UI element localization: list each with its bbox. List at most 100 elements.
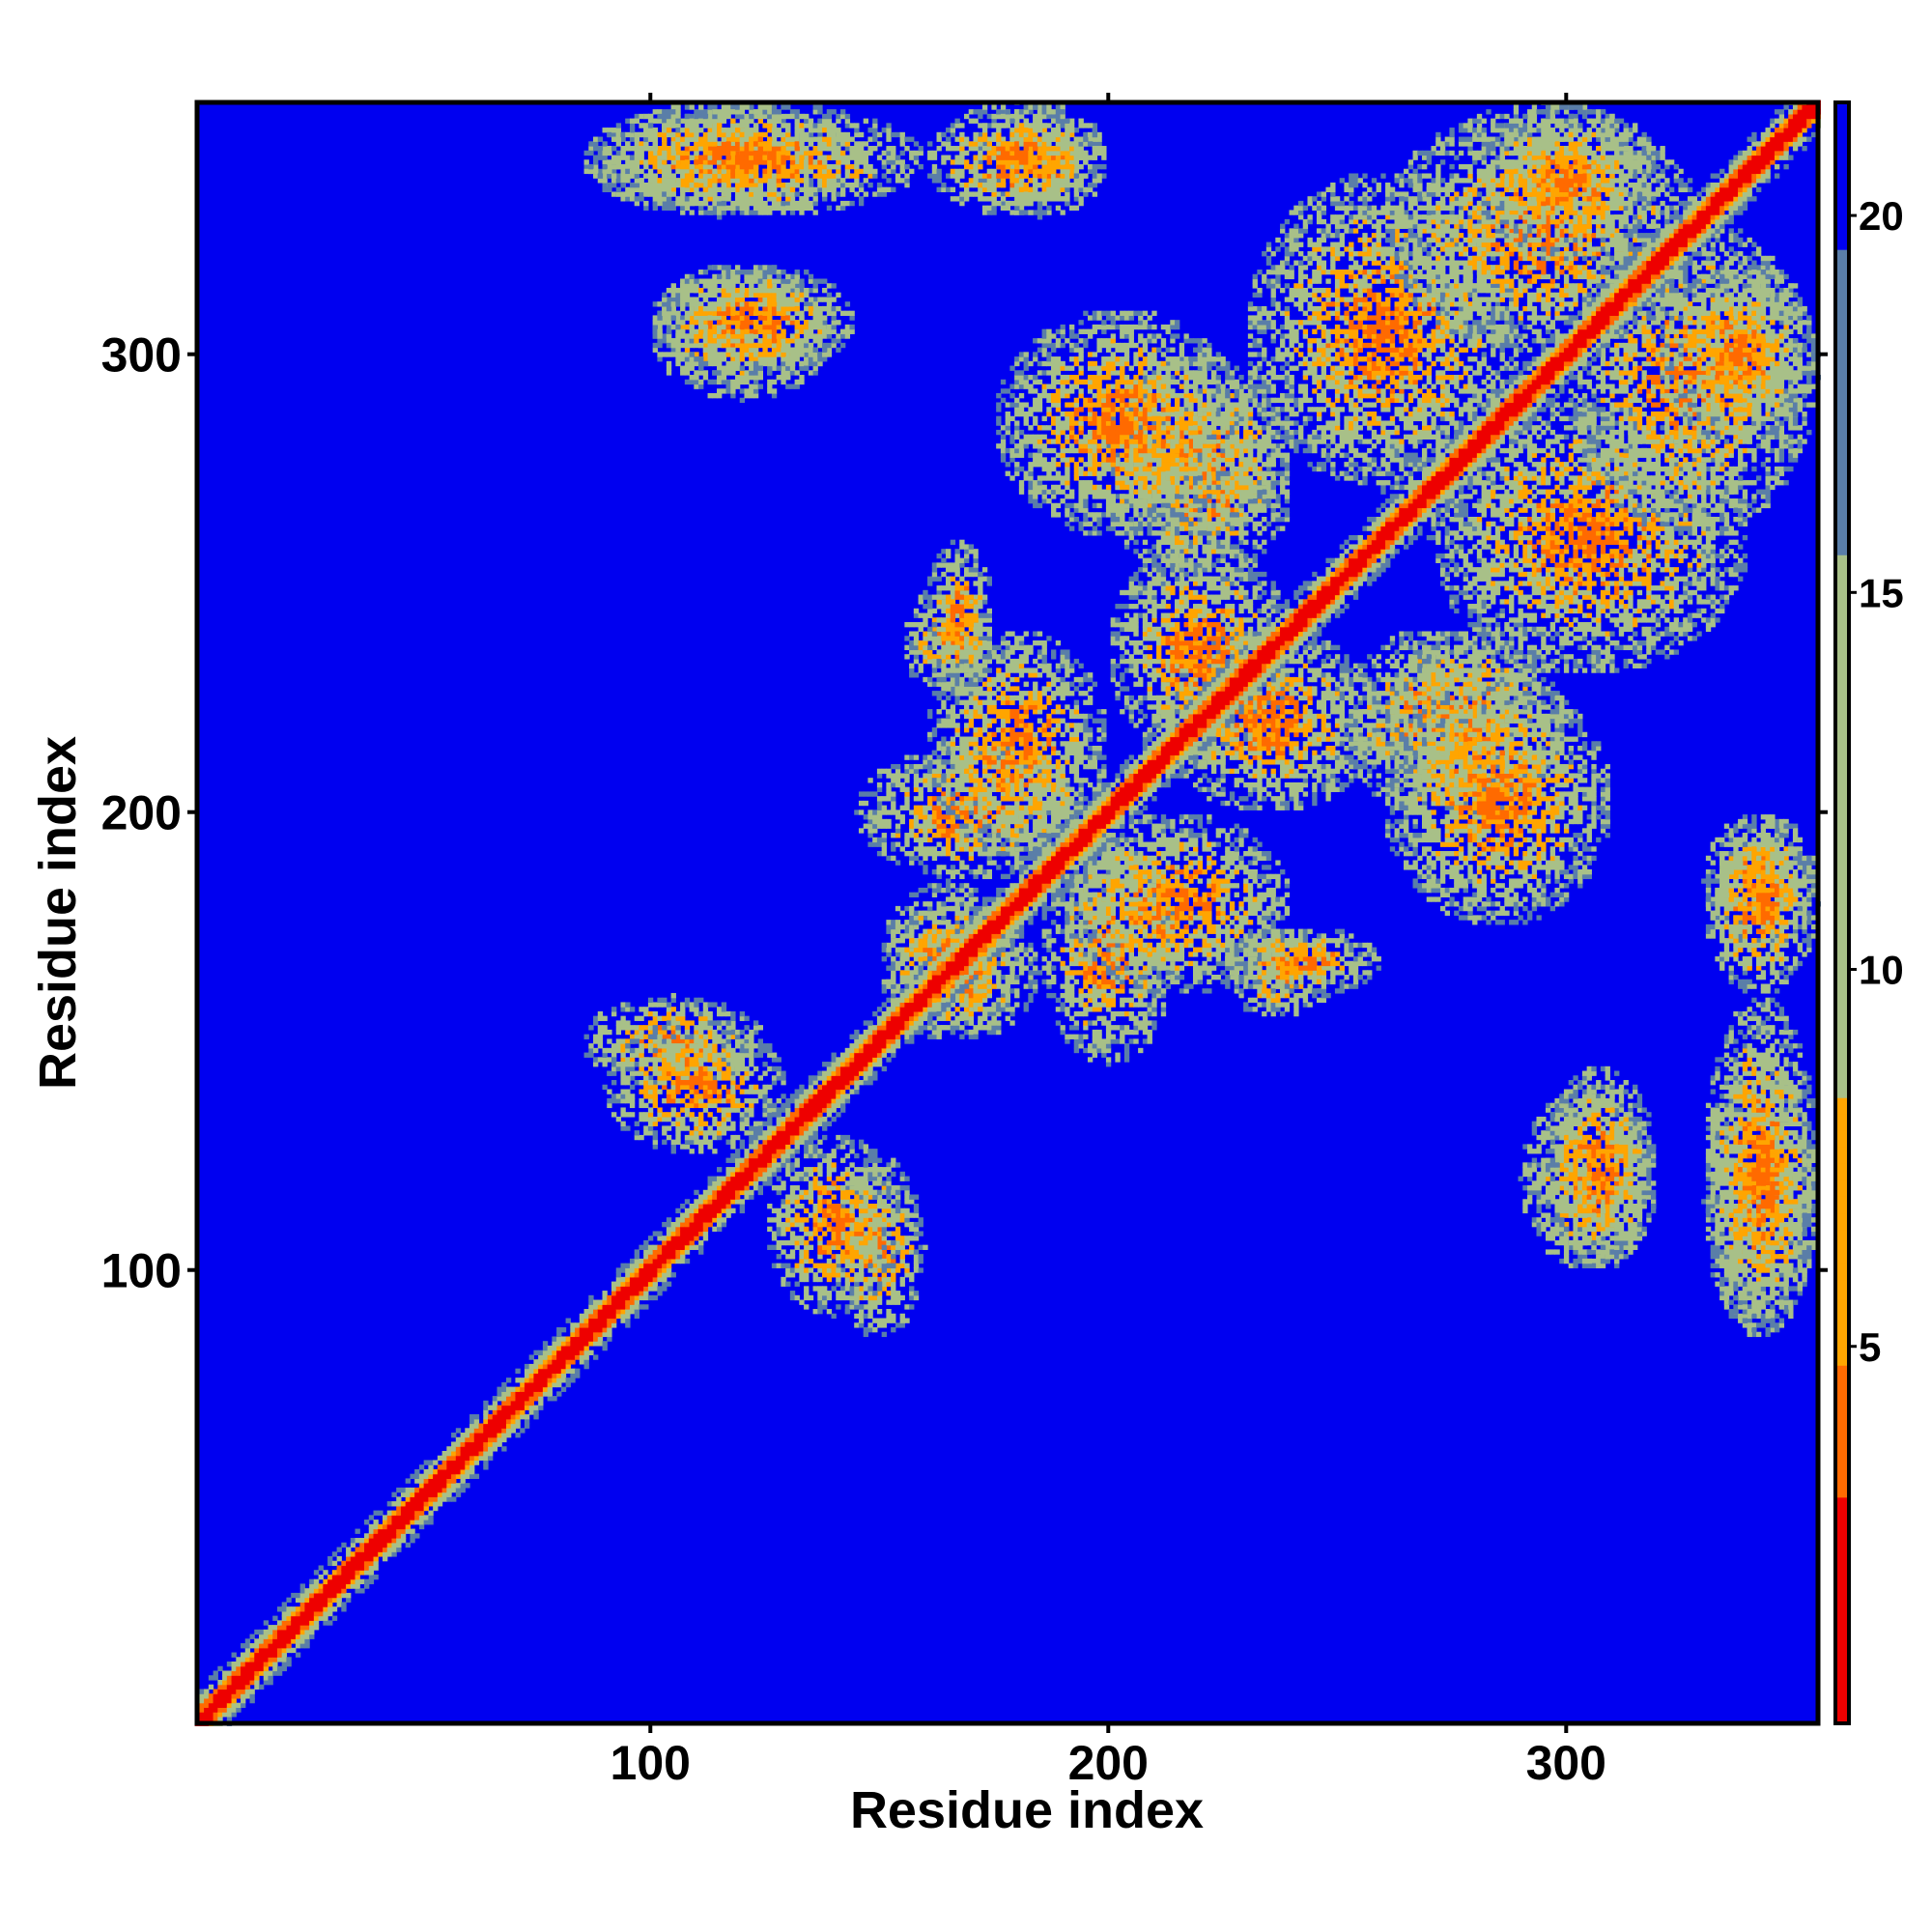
contact-cell [781,1199,786,1205]
contact-cell [895,833,901,838]
contact-cell [597,1057,604,1063]
contact-cell [652,1084,658,1091]
contact-cell [950,823,956,829]
contact-cell [836,1204,841,1209]
contact-cell [1138,896,1144,902]
contact-cell [844,1231,851,1236]
contact-cell [909,828,915,834]
contact-cell [963,1029,970,1036]
contact-cell [891,979,896,985]
contact-cell [744,1065,750,1072]
contact-cell [799,1221,805,1228]
contact-cell [1014,947,1020,952]
contact-cell [895,1185,901,1191]
contact-cell [954,786,960,792]
contact-cell [895,841,901,847]
contact-cell [1110,1034,1116,1039]
contact-cell [643,1062,649,1067]
contact-cell [652,1034,658,1039]
contact-cell [918,1221,923,1228]
contact-cell [849,1149,855,1154]
contact-cell [1083,865,1089,870]
contact-cell [1138,956,1144,962]
contact-cell [913,1258,920,1264]
contact-cell [757,1043,763,1049]
contact-cell [702,1047,709,1054]
contact-cell [694,1121,699,1127]
contact-cell [1160,1010,1167,1017]
contact-cell [931,626,938,633]
contact-cell [1138,1002,1144,1008]
contact-cell [881,956,887,962]
contact-cell [1028,846,1034,852]
contact-cell [950,851,956,857]
contact-cell [675,1089,681,1094]
contact-cell [899,773,905,779]
contact-cell [749,1062,754,1067]
contact-cell [662,1084,668,1091]
contact-cell [680,1020,686,1026]
contact-cell [607,1038,612,1044]
contact-cell [872,1194,878,1200]
contact-cell [867,828,873,834]
contact-cell [822,1272,828,1278]
contact-cell [1041,791,1047,797]
contact-cell [923,837,928,843]
contact-cell [794,1263,800,1268]
contact-cell [666,1025,672,1031]
contact-cell [918,599,923,605]
contact-cell [670,1089,676,1094]
contact-cell [1096,947,1102,952]
contact-cell [872,1294,878,1301]
contact-cell [771,1231,778,1236]
contact-cell [936,814,942,820]
contact-cell [1083,887,1089,894]
contact-cell [1115,979,1121,985]
contact-cell [950,892,956,898]
contact-cell [863,1217,869,1223]
contact-cell [1078,933,1084,939]
contact-cell [941,778,947,783]
contact-cell [973,915,979,921]
contact-cell [583,1034,589,1039]
contact-cell [881,818,887,825]
contact-cell [968,1034,975,1039]
contact-cell [799,1217,805,1223]
contact-cell [849,1176,855,1181]
contact-cell [923,928,928,934]
contact-cell [1243,979,1249,985]
contact-cell [647,1089,654,1094]
contact-cell [794,1267,800,1273]
contact-cell [863,1249,869,1255]
contact-cell [1262,983,1267,989]
contact-cell [1120,901,1125,907]
contact-cell [629,1062,636,1067]
contact-cell [694,1057,699,1063]
contact-cell [950,865,956,870]
contact-cell [749,1084,754,1091]
contact-cell [854,1199,860,1205]
contact-cell [981,791,988,797]
contact-cell [771,1107,778,1113]
contact-cell [785,1162,791,1168]
contact-cell [675,1025,681,1031]
contact-cell [899,846,905,852]
contact-cell [1078,988,1084,994]
contact-cell [804,1276,810,1283]
contact-cell [757,1038,763,1044]
contact-cell [643,1025,649,1031]
contact-cell [1005,814,1010,820]
contact-cell [698,1097,704,1104]
contact-cell [611,1007,617,1012]
contact-cell [927,1010,933,1017]
contact-cell [863,1304,869,1310]
contact-cell [1123,933,1130,939]
contact-cell [918,938,923,944]
contact-cell [1270,1002,1276,1008]
contact-cell [767,1052,773,1058]
contact-cell [854,1299,860,1305]
contact-cell [694,1047,699,1054]
contact-cell [904,905,910,912]
contact-cell [1009,781,1015,788]
contact-cell [721,1062,727,1067]
